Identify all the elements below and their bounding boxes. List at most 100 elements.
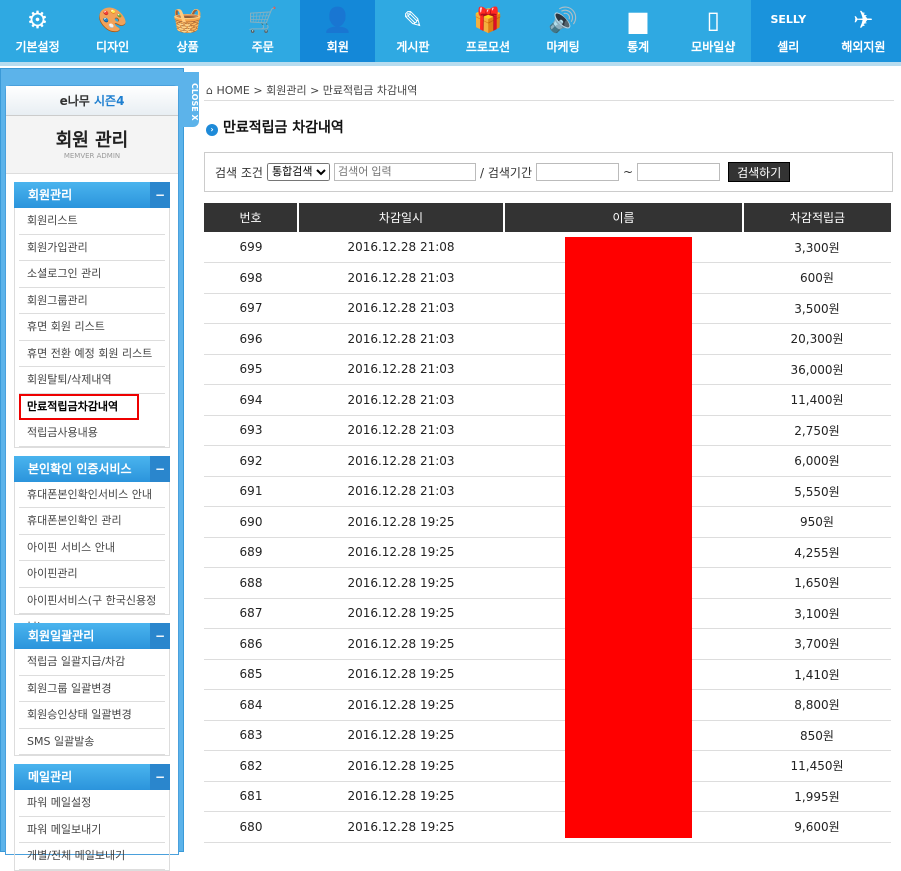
row-date: 2016.12.28 21:03	[298, 323, 504, 355]
row-amount: 3,700원	[743, 628, 891, 660]
row-number: 699	[204, 232, 298, 263]
row-amount: 9,600원	[743, 811, 891, 843]
sidebar-item[interactable]: 아이핀 서비스 안내	[19, 535, 165, 561]
row-amount: 850원	[743, 720, 891, 751]
row-amount: 1,650원	[743, 567, 891, 599]
nav-mobile[interactable]: ▯ 모바일샵	[676, 0, 751, 62]
row-number: 698	[204, 262, 298, 294]
row-date: 2016.12.28 19:25	[298, 567, 504, 599]
breadcrumb-level2: 만료적립금 차감내역	[322, 84, 418, 97]
sidebar-item[interactable]: 적립금사용내용	[19, 420, 165, 447]
row-number: 696	[204, 323, 298, 355]
sidebar-item[interactable]: 휴대폰본인확인 관리	[19, 508, 165, 535]
nav-selly[interactable]: SELLY 셀리	[750, 0, 826, 62]
brand-season: 시즌4	[93, 94, 125, 108]
sidebar-item[interactable]: 개별/전체 메일보내기	[19, 843, 165, 870]
sidebar-item[interactable]: 회원승인상태 일괄변경	[19, 702, 165, 729]
row-amount: 950원	[743, 506, 891, 538]
table-row: 695 2016.12.28 21:03 36,000원	[204, 354, 891, 385]
sidebar-item[interactable]: 회원리스트	[19, 208, 165, 235]
breadcrumb-home[interactable]: HOME	[216, 84, 250, 97]
row-number: 690	[204, 506, 298, 538]
breadcrumb-level1[interactable]: 회원관리	[266, 84, 307, 97]
close-sidebar-button[interactable]: CLOSE X	[181, 72, 199, 127]
sidebar-item[interactable]: 아이핀서비스(구 한국신용정보)	[19, 588, 165, 633]
row-number: 691	[204, 476, 298, 507]
sidebar-item[interactable]: 회원탈퇴/삭제내역	[19, 367, 165, 394]
keyword-input[interactable]	[333, 163, 476, 181]
sidebar-item[interactable]: 만료적립금차감내역	[19, 393, 139, 420]
row-number: 686	[204, 628, 298, 660]
collapse-icon[interactable]: −	[150, 623, 170, 649]
nav-bar-chart[interactable]: ▆ 통계	[601, 0, 676, 62]
row-number: 687	[204, 598, 298, 629]
search-button[interactable]: 검색하기	[728, 162, 791, 182]
sidebar-item[interactable]: 회원가입관리	[19, 235, 165, 261]
collapse-icon[interactable]: −	[150, 455, 170, 482]
sidebar-item[interactable]: 파워 메일보내기	[19, 817, 165, 843]
row-date: 2016.12.28 19:25	[298, 659, 504, 690]
start-date-input[interactable]	[536, 163, 620, 181]
table-row: 690 2016.12.28 19:25 950원	[204, 506, 891, 538]
nav-cart[interactable]: 🛒 주문	[225, 0, 300, 62]
collapse-icon[interactable]: −	[150, 764, 170, 790]
table-row: 681 2016.12.28 19:25 1,995원	[204, 781, 891, 812]
nav-pencil[interactable]: ✎ 게시판	[375, 0, 450, 62]
breadcrumb-separator: >	[253, 84, 263, 97]
nav-label: 셀리	[777, 40, 800, 54]
speaker-icon: 🔊	[548, 6, 579, 34]
sidebar-item[interactable]: 파워 메일설정	[19, 790, 165, 817]
nav-label: 프로모션	[465, 40, 511, 54]
sidebar-title-box: 회원 관리 MEMVER ADMIN	[6, 116, 178, 174]
sidebar-item[interactable]: 휴면 회원 리스트	[19, 314, 165, 341]
table-row: 686 2016.12.28 19:25 3,700원	[204, 628, 891, 660]
sidebar-item[interactable]: 적립금 일괄지급/차감	[19, 649, 165, 676]
nav-palette[interactable]: 🎨 디자인	[75, 0, 150, 62]
row-amount: 36,000원	[743, 354, 891, 385]
nav-gear[interactable]: ⚙ 기본설정	[0, 0, 75, 62]
row-date: 2016.12.28 21:03	[298, 415, 504, 446]
table-row: 697 2016.12.28 21:03 3,500원	[204, 293, 891, 324]
nav-label: 마케팅	[546, 40, 580, 54]
table-row: 691 2016.12.28 21:03 5,550원	[204, 476, 891, 507]
header-date: 차감일시	[297, 203, 504, 232]
nav-label: 디자인	[96, 40, 130, 54]
row-number: 685	[204, 659, 298, 690]
row-number: 684	[204, 689, 298, 721]
nav-user[interactable]: 👤 회원	[300, 0, 376, 62]
collapse-icon[interactable]: −	[150, 182, 170, 208]
sidebar-item[interactable]: 휴대폰본인확인서비스 안내	[19, 482, 165, 508]
brand-name: e나무	[59, 94, 90, 108]
sidebar-group-header[interactable]: 본인확인 인증서비스 −	[14, 455, 170, 482]
mobile-icon: ▯	[706, 6, 720, 34]
breadcrumb-separator: >	[310, 84, 320, 97]
top-navigation: ⚙ 기본설정 🎨 디자인 🧺 상품 🛒 주문 👤 회원 ✎ 게시판 🎁 프로모션 🔊 마케팅 ▆ 통계 ▯ 모바일샵 S…	[0, 0, 901, 66]
sidebar-item[interactable]: 휴면 전환 예정 회원 리스트	[19, 341, 165, 367]
palette-icon: 🎨	[97, 6, 128, 34]
sidebar-item[interactable]: 아이핀관리	[19, 561, 165, 588]
sidebar-group-header[interactable]: 메일관리 −	[14, 764, 170, 790]
sidebar-item[interactable]: 회원그룹 일괄변경	[19, 676, 165, 702]
nav-basket[interactable]: 🧺 상품	[150, 0, 225, 62]
row-date: 2016.12.28 19:25	[298, 720, 504, 751]
selly-icon: SELLY	[770, 13, 807, 26]
search-type-select[interactable]: 통합검색	[266, 163, 330, 181]
nav-gift[interactable]: 🎁 프로모션	[450, 0, 525, 62]
sidebar-group-header[interactable]: 회원일괄관리 −	[14, 623, 170, 649]
row-date: 2016.12.28 21:03	[298, 476, 504, 507]
sidebar-item[interactable]: SMS 일괄발송	[19, 729, 165, 755]
nav-label: 회원	[326, 40, 349, 54]
sidebar-item[interactable]: 회원그룹관리	[19, 288, 165, 314]
gift-icon: 🎁	[473, 6, 503, 34]
table-row: 693 2016.12.28 21:03 2,750원	[204, 415, 891, 446]
end-date-input[interactable]	[637, 163, 721, 181]
sidebar-item[interactable]: 소셜로그인 관리	[19, 261, 165, 288]
sidebar-group-header[interactable]: 회원관리 −	[14, 182, 170, 208]
row-amount: 1,995원	[743, 781, 891, 812]
nav-airplane[interactable]: ✈ 해외지원	[825, 0, 901, 62]
row-date: 2016.12.28 19:25	[298, 811, 504, 843]
nav-speaker[interactable]: 🔊 마케팅	[526, 0, 601, 62]
deduction-table: 번호 차감일시 이름 차감적립금 699 2016.12.28 21:08 3,30…	[204, 203, 891, 843]
table-row: 696 2016.12.28 21:03 20,300원	[204, 323, 891, 355]
row-number: 695	[204, 354, 298, 385]
